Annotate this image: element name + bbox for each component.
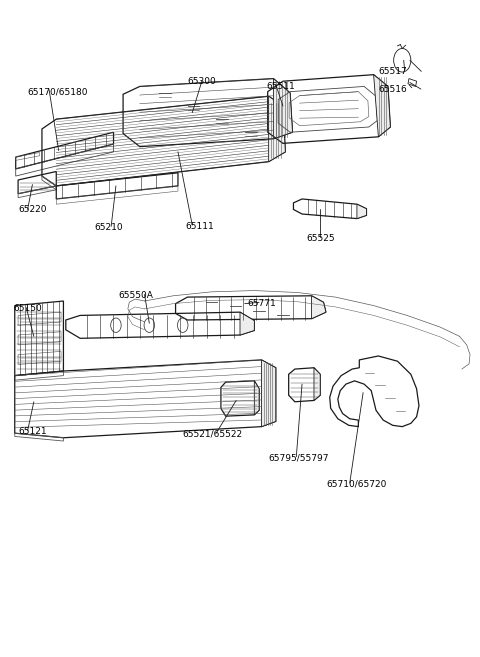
Text: 65525: 65525 (307, 234, 336, 242)
Text: 65150: 65150 (13, 304, 42, 313)
Text: 65220: 65220 (18, 205, 47, 214)
Polygon shape (262, 360, 276, 426)
Text: 65550A: 65550A (118, 291, 153, 300)
Polygon shape (269, 97, 285, 162)
Polygon shape (274, 79, 292, 139)
Polygon shape (314, 368, 320, 401)
Polygon shape (240, 312, 254, 335)
Text: 65521/65522: 65521/65522 (183, 430, 243, 439)
Text: 65511: 65511 (266, 82, 295, 91)
Polygon shape (312, 296, 326, 319)
Text: 65710/65720: 65710/65720 (326, 480, 386, 489)
Text: 65210: 65210 (95, 223, 123, 233)
Text: 65771: 65771 (247, 299, 276, 308)
Text: 65111: 65111 (185, 222, 214, 231)
Polygon shape (254, 381, 259, 415)
Text: 65516: 65516 (378, 85, 407, 93)
Text: 65517: 65517 (378, 67, 407, 76)
Polygon shape (373, 75, 390, 137)
Text: 65121: 65121 (18, 427, 47, 436)
Text: 65170/65180: 65170/65180 (28, 87, 88, 96)
Text: 65300: 65300 (188, 77, 216, 85)
Polygon shape (357, 204, 366, 219)
Text: 65795/55797: 65795/55797 (269, 453, 329, 463)
